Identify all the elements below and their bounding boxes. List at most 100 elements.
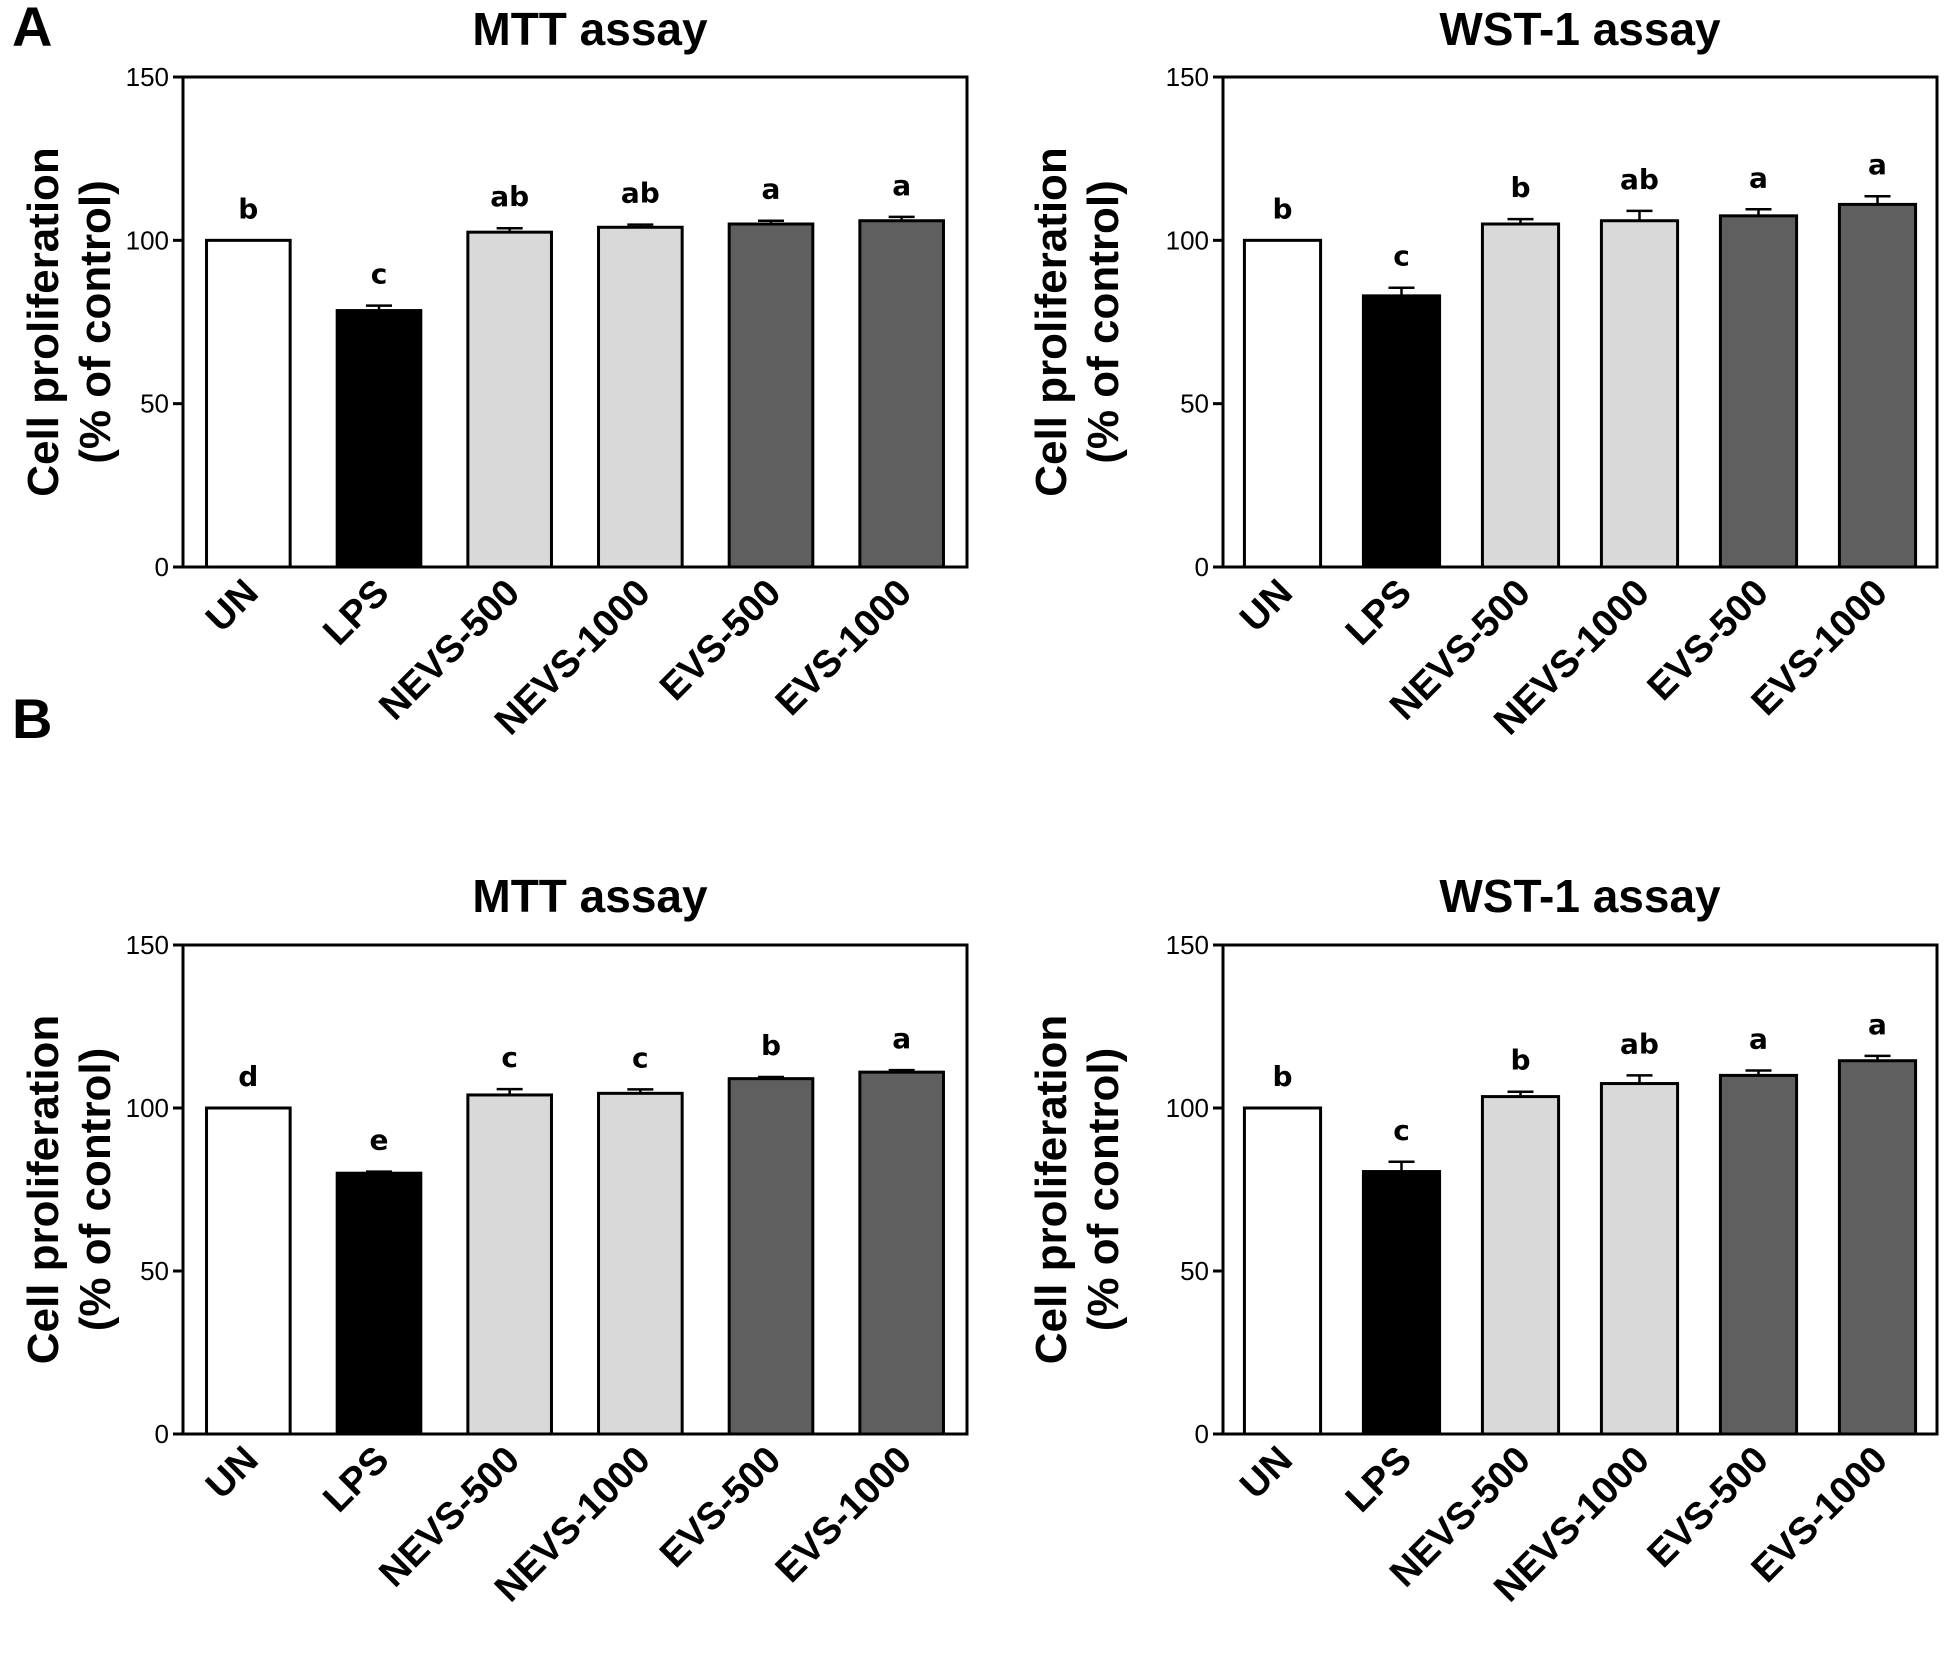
- chart-title: WST-1 assay: [1439, 870, 1721, 922]
- bar-nevs-1000: [597, 1091, 684, 1436]
- significance-letter: a: [1749, 1023, 1768, 1056]
- y-axis-label: Cell proliferation(% of control): [19, 147, 120, 497]
- bar-un: [205, 1106, 292, 1436]
- chart-b-wst1: WST-1 assay Cell proliferation(% of contr…: [1027, 870, 1939, 1610]
- y-tick-label: 100: [126, 225, 169, 255]
- y-tick-label: 50: [1180, 389, 1209, 419]
- significance-letter: ab: [490, 180, 529, 213]
- y-tick-label: 150: [126, 930, 169, 960]
- bar-evs-1000: [1837, 202, 1918, 569]
- chart-title: MTT assay: [472, 3, 708, 55]
- y-tick-label: 150: [1166, 62, 1209, 92]
- bar-evs-500: [727, 1077, 815, 1436]
- significance-letter: ab: [1620, 1027, 1659, 1060]
- x-category-label: UN: [1232, 1439, 1301, 1508]
- significance-letter: a: [892, 1022, 911, 1055]
- bar-lps: [1361, 1170, 1442, 1436]
- x-category-label: UN: [1232, 572, 1301, 641]
- y-axis-label: Cell proliferation(% of control): [1027, 1015, 1128, 1365]
- significance-letter: ab: [621, 177, 660, 210]
- bar-lps: [335, 1171, 423, 1436]
- y-tick-label: 0: [1195, 552, 1209, 582]
- significance-letter: a: [892, 169, 911, 202]
- bar-nevs-1000: [1599, 219, 1680, 569]
- plot-frame: [181, 943, 969, 1436]
- significance-letter: b: [1510, 171, 1530, 204]
- significance-letter: a: [1868, 1008, 1887, 1041]
- x-category-label: EVS-500: [652, 572, 789, 709]
- bar-nevs-500: [466, 1093, 553, 1436]
- x-category-label: LPS: [315, 1439, 397, 1521]
- x-category-label: EVS-500: [652, 1439, 789, 1576]
- x-category-label: UN: [198, 1439, 267, 1508]
- bar-nevs-500: [1480, 1095, 1561, 1436]
- chart-a-mtt: MTT assay Cell proliferation(% of control…: [19, 3, 969, 743]
- panel-label-b: B: [12, 687, 52, 750]
- plot-frame: [181, 75, 969, 569]
- bar-nevs-1000: [1599, 1082, 1680, 1436]
- x-category-label: EVS-1000: [768, 572, 920, 724]
- y-tick-label: 0: [155, 1419, 169, 1449]
- significance-letter: b: [1272, 1060, 1292, 1093]
- significance-letter: ab: [1620, 163, 1659, 196]
- x-category-label: UN: [198, 572, 267, 641]
- y-axis-label: Cell proliferation(% of control): [1027, 147, 1128, 497]
- bar-nevs-500: [466, 230, 553, 569]
- significance-letter: b: [761, 1029, 781, 1062]
- y-tick-label: 150: [126, 62, 169, 92]
- y-axis-label-line: Cell proliferation: [19, 147, 68, 497]
- significance-letter: c: [632, 1041, 649, 1074]
- significance-letter: b: [238, 192, 258, 225]
- significance-letter: b: [1510, 1044, 1530, 1077]
- significance-letter: c: [1393, 240, 1410, 273]
- y-axis-label-line: Cell proliferation: [19, 1015, 68, 1365]
- bar-nevs-500: [1480, 222, 1561, 569]
- significance-letter: c: [501, 1041, 518, 1074]
- bar-evs-1000: [1837, 1059, 1918, 1436]
- y-tick-label: 100: [1166, 225, 1209, 255]
- bar-evs-500: [1718, 214, 1799, 569]
- bar-nevs-1000: [597, 225, 684, 569]
- significance-letter: a: [1749, 161, 1768, 194]
- chart-title: MTT assay: [472, 870, 708, 922]
- y-axis-label-line: (% of control): [1079, 180, 1128, 464]
- y-tick-label: 0: [1195, 1419, 1209, 1449]
- y-tick-label: 50: [1180, 1256, 1209, 1286]
- y-axis-label-line: (% of control): [1079, 1048, 1128, 1332]
- y-tick-label: 50: [140, 389, 169, 419]
- bar-evs-500: [727, 222, 815, 569]
- y-axis-label-line: (% of control): [71, 180, 120, 464]
- y-axis-label-line: Cell proliferation: [1027, 1015, 1076, 1365]
- y-axis-label-line: (% of control): [71, 1048, 120, 1332]
- significance-letter: e: [370, 1124, 389, 1157]
- y-axis-label-line: Cell proliferation: [1027, 147, 1076, 497]
- bar-evs-500: [1718, 1073, 1799, 1436]
- chart-a-wst1: WST-1 assay Cell proliferation(% of contr…: [1027, 3, 1939, 743]
- plot-frame: [1221, 943, 1939, 1436]
- x-category-label: LPS: [1338, 1439, 1420, 1521]
- x-category-label: LPS: [1338, 572, 1420, 654]
- plot-frame: [1221, 75, 1939, 569]
- y-axis-label: Cell proliferation(% of control): [19, 1015, 120, 1365]
- bar-un: [1242, 1106, 1323, 1436]
- y-tick-label: 100: [1166, 1093, 1209, 1123]
- y-tick-label: 0: [155, 552, 169, 582]
- significance-letter: d: [238, 1060, 258, 1093]
- significance-letter: a: [1868, 148, 1887, 181]
- bar-un: [1242, 238, 1323, 569]
- bar-evs-1000: [858, 219, 945, 569]
- significance-letter: a: [762, 173, 781, 206]
- bar-lps: [1361, 294, 1442, 569]
- significance-letter: c: [371, 258, 388, 291]
- bar-un: [205, 238, 292, 569]
- bar-evs-1000: [858, 1070, 945, 1436]
- x-category-label: LPS: [315, 572, 397, 654]
- y-tick-label: 100: [126, 1093, 169, 1123]
- chart-b-mtt: MTT assay Cell proliferation(% of control…: [19, 870, 969, 1610]
- chart-title: WST-1 assay: [1439, 3, 1721, 55]
- y-tick-label: 150: [1166, 930, 1209, 960]
- panel-label-a: A: [12, 0, 52, 58]
- x-category-label: EVS-1000: [768, 1439, 920, 1591]
- significance-letter: c: [1393, 1114, 1410, 1147]
- significance-letter: b: [1272, 192, 1292, 225]
